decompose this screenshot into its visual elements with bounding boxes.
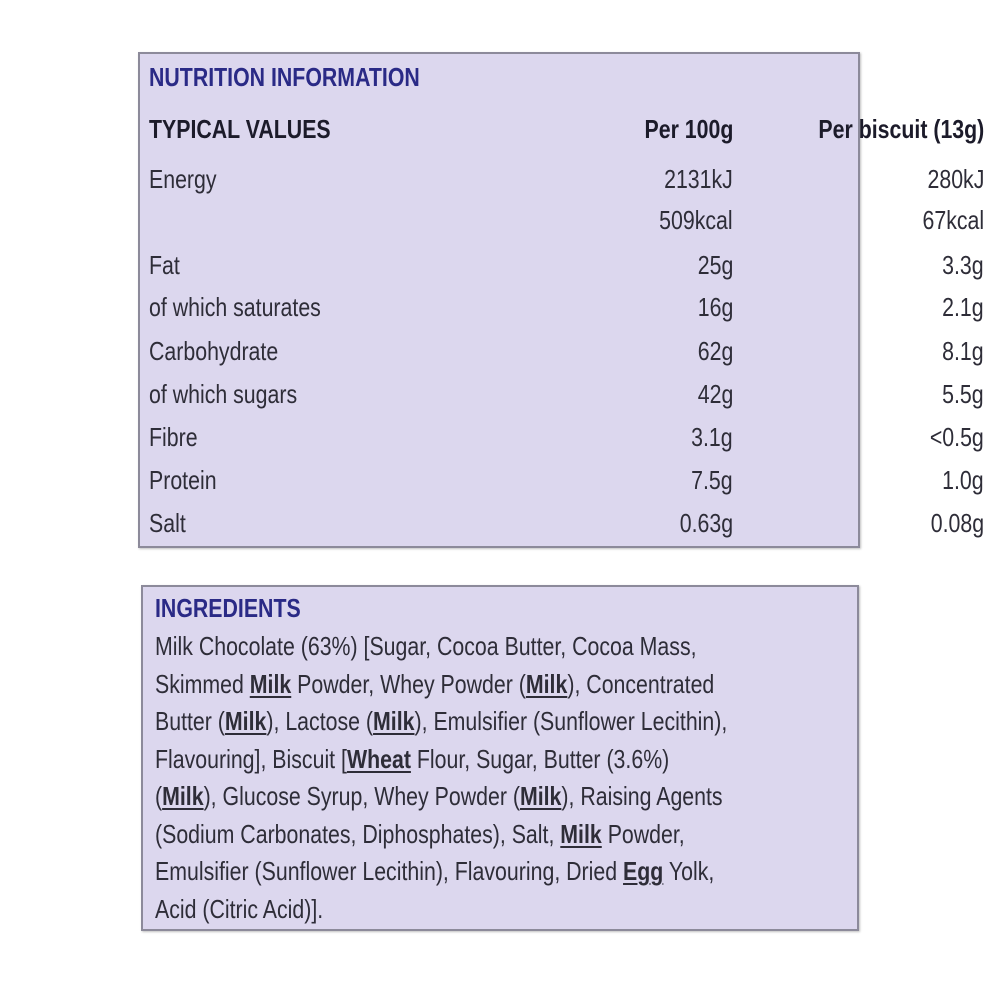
nutrition-panel: NUTRITION INFORMATION TYPICAL VALUES Per 1… <box>138 52 984 548</box>
per-biscuit-value: 0.08g <box>930 508 984 538</box>
ingredients-line: Butter (Milk), Lactose (Milk), Emulsifie… <box>155 706 727 736</box>
per-biscuit-value: <0.5g <box>930 422 984 452</box>
per-100g-value: 2131kJ <box>664 164 733 194</box>
per-biscuit-value: 1.0g <box>942 465 984 495</box>
header-cell: Per biscuit (13g) <box>818 114 984 144</box>
per-100g-value: 0.63g <box>679 508 733 538</box>
nutrition-title: NUTRITION INFORMATION <box>149 62 420 92</box>
per-100g-value: 25g <box>697 250 733 280</box>
ingredients-line: Milk Chocolate (63%) [Sugar, Cocoa Butte… <box>155 631 697 661</box>
nutrient-label: Fibre <box>149 422 198 452</box>
ingredient-text: ), Glucose Syrup, Whey Powder ( <box>203 781 520 811</box>
allergen: Milk <box>525 668 568 699</box>
ingredient-text: Flour, Sugar, Butter (3.6%) <box>410 743 670 774</box>
per-biscuit-value: 280kJ <box>927 164 984 194</box>
nutrient-label: Salt <box>149 508 186 538</box>
ingredient-text: Emulsifier (Sunflower Lecithin), Flavour… <box>155 856 624 886</box>
ingredient-text: ), Emulsifier (Sunflower Lecithin), <box>414 706 728 736</box>
per-biscuit-value: 67kcal <box>922 205 984 235</box>
allergen: Egg <box>623 856 664 886</box>
nutrient-label: of which sugars <box>149 379 298 409</box>
ingredient-text: Milk Chocolate (63%) [Sugar, Cocoa Butte… <box>155 631 697 661</box>
nutrient-label: Energy <box>149 164 217 194</box>
ingredients-line: Flavouring], Biscuit [Wheat Flour, Sugar… <box>155 744 669 774</box>
per-biscuit-value: 3.3g <box>942 250 984 280</box>
ingredient-text: Butter ( <box>155 706 225 736</box>
allergen: Milk <box>249 668 292 699</box>
allergen: Wheat <box>346 743 411 774</box>
ingredient-text: (Sodium Carbonates, Diphosphates), Salt, <box>155 818 561 849</box>
ingredient-text: ), Lactose ( <box>266 706 374 736</box>
ingredients-line: (Sodium Carbonates, Diphosphates), Salt,… <box>155 819 685 849</box>
per-100g-value: 7.5g <box>691 465 733 495</box>
allergen: Milk <box>519 781 562 811</box>
ingredients-line: Acid (Citric Acid)]. <box>155 894 323 924</box>
ingredients-panel: INGREDIENTS Milk Chocolate (63%) [Sugar, … <box>141 585 859 931</box>
ingredient-text: Flavouring], Biscuit [ <box>155 743 347 774</box>
per-100g-value: 42g <box>697 379 733 409</box>
per-biscuit-value: 5.5g <box>942 379 984 409</box>
per-biscuit-value: 8.1g <box>942 336 984 366</box>
per-100g-value: 62g <box>697 336 733 366</box>
ingredient-text: ), Raising Agents <box>561 781 723 811</box>
ingredients-title: INGREDIENTS <box>155 593 301 623</box>
ingredient-text: Powder, Whey Powder ( <box>291 668 526 699</box>
nutrient-label: Fat <box>149 250 180 280</box>
nutrient-label: Protein <box>149 465 217 495</box>
allergen: Milk <box>224 706 267 736</box>
allergen: Milk <box>373 706 415 736</box>
per-100g-value: 16g <box>697 292 733 322</box>
ingredients-line: (Milk), Glucose Syrup, Whey Powder (Milk… <box>155 781 723 811</box>
header-cell: TYPICAL VALUES <box>149 114 331 144</box>
ingredient-text: ( <box>155 781 163 811</box>
allergen: Milk <box>560 818 602 849</box>
per-biscuit-value: 2.1g <box>942 292 984 322</box>
allergen: Milk <box>162 781 204 811</box>
ingredient-text: Acid (Citric Acid)]. <box>155 893 324 924</box>
ingredient-text: Skimmed <box>155 668 250 699</box>
ingredients-line: Skimmed Milk Powder, Whey Powder (Milk),… <box>155 669 714 699</box>
nutrient-label: Carbohydrate <box>149 336 279 366</box>
nutrient-label: of which saturates <box>149 292 321 322</box>
header-cell: Per 100g <box>644 114 733 144</box>
ingredient-text: Yolk, <box>663 856 715 886</box>
ingredients-line: Emulsifier (Sunflower Lecithin), Flavour… <box>155 856 714 886</box>
per-100g-value: 509kcal <box>659 205 733 235</box>
per-100g-value: 3.1g <box>691 422 733 452</box>
ingredient-text: ), Concentrated <box>567 668 715 699</box>
ingredient-text: Powder, <box>601 818 685 849</box>
